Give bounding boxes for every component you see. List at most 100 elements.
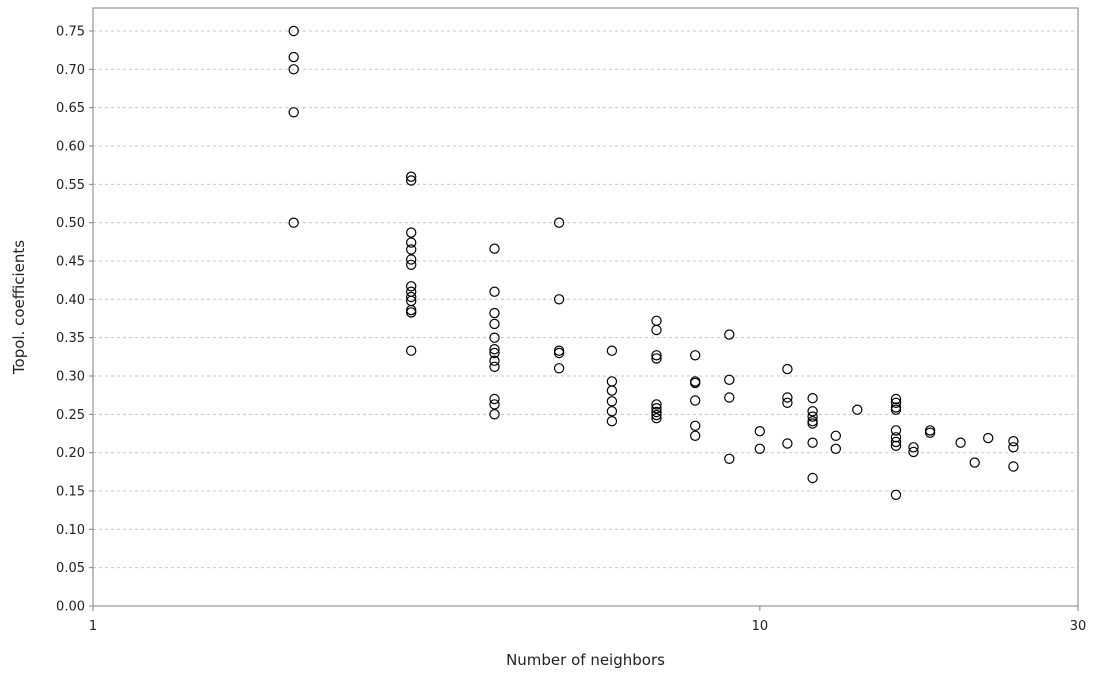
data-point xyxy=(489,399,500,410)
data-point xyxy=(754,443,766,454)
data-point xyxy=(807,406,818,417)
data-point xyxy=(489,332,500,343)
data-point xyxy=(489,318,500,330)
data-point xyxy=(406,237,417,248)
y-tick-label: 0.55 xyxy=(56,178,85,193)
data-point xyxy=(924,427,936,438)
data-points xyxy=(288,25,1019,500)
data-point xyxy=(553,217,565,228)
data-point xyxy=(651,353,662,364)
x-tick-label: 1 xyxy=(89,619,97,634)
data-point xyxy=(890,436,902,448)
data-point xyxy=(489,361,500,372)
x-axis: 1 10 30 xyxy=(89,606,1086,634)
y-tick-label: 0.20 xyxy=(56,446,85,461)
data-point xyxy=(288,64,299,75)
data-point xyxy=(690,420,701,431)
data-point xyxy=(830,430,842,441)
data-point xyxy=(890,432,902,443)
data-point xyxy=(690,430,701,441)
x-axis-title: Number of neighbors xyxy=(506,651,665,669)
data-point xyxy=(606,345,618,356)
data-point xyxy=(651,406,662,418)
data-point xyxy=(724,453,735,464)
y-tick-label: 0.35 xyxy=(56,331,85,346)
data-point xyxy=(690,395,701,406)
data-point xyxy=(890,489,902,500)
y-tick-label: 0.70 xyxy=(56,63,85,78)
data-point xyxy=(651,399,662,410)
data-point xyxy=(489,393,500,405)
data-point xyxy=(489,347,500,359)
data-point xyxy=(489,344,500,355)
data-point xyxy=(969,457,980,468)
data-point xyxy=(406,281,417,292)
data-point xyxy=(406,244,417,255)
data-point xyxy=(651,413,662,424)
x-tick-label: 10 xyxy=(752,619,769,634)
data-point xyxy=(288,107,299,118)
y-tick-label: 0.05 xyxy=(56,561,85,576)
y-tick-label: 0.60 xyxy=(56,140,85,155)
y-tick-label: 0.50 xyxy=(56,216,85,231)
data-point xyxy=(489,243,500,254)
data-point xyxy=(606,416,618,427)
data-point xyxy=(890,393,902,405)
data-point xyxy=(489,355,500,366)
grid-lines xyxy=(93,30,1078,569)
y-tick-label: 0.40 xyxy=(56,293,85,308)
data-point xyxy=(1008,436,1019,447)
data-point xyxy=(782,392,793,403)
data-point xyxy=(807,411,818,422)
data-point xyxy=(651,409,662,421)
data-point xyxy=(651,403,662,414)
y-tick-label: 0.45 xyxy=(56,255,85,270)
data-point xyxy=(553,294,565,305)
data-point xyxy=(830,443,842,454)
data-point xyxy=(406,345,417,356)
data-point xyxy=(807,393,818,404)
data-point xyxy=(489,286,500,297)
data-point xyxy=(489,307,500,319)
data-point xyxy=(690,377,701,389)
data-point xyxy=(651,324,662,336)
data-point xyxy=(606,396,618,407)
data-point xyxy=(288,51,299,63)
data-point xyxy=(908,442,919,453)
data-point xyxy=(782,397,793,408)
data-point xyxy=(553,347,565,359)
data-point xyxy=(606,385,618,396)
y-axis-title: Topol. coefficients xyxy=(10,240,28,375)
y-tick-label: 0.00 xyxy=(56,600,85,615)
x-tick-label: 30 xyxy=(1070,619,1087,634)
data-point xyxy=(724,374,735,385)
data-point xyxy=(1008,461,1019,472)
data-point xyxy=(807,472,818,484)
data-point xyxy=(955,437,966,448)
y-tick-label: 0.30 xyxy=(56,370,85,385)
data-point xyxy=(807,418,818,429)
data-point xyxy=(651,350,662,361)
data-point xyxy=(406,307,417,318)
y-tick-label: 0.75 xyxy=(56,25,85,40)
data-point xyxy=(983,432,994,444)
data-point xyxy=(690,350,701,361)
data-point xyxy=(406,171,417,182)
data-point xyxy=(406,175,417,186)
data-point xyxy=(908,446,919,458)
y-tick-label: 0.10 xyxy=(56,523,85,538)
data-point xyxy=(406,291,417,303)
plot-area xyxy=(92,7,1079,607)
data-point xyxy=(782,438,793,449)
y-tick-label: 0.25 xyxy=(56,408,85,423)
data-point xyxy=(890,404,902,415)
data-point xyxy=(406,259,417,270)
data-point xyxy=(489,409,500,420)
data-point xyxy=(754,426,766,437)
data-point xyxy=(890,425,902,436)
data-point xyxy=(606,406,618,417)
data-point xyxy=(890,397,902,408)
y-axis: 0.00 0.05 0.10 0.15 0.20 0.25 0.30 0.35 0.40 0.45… xyxy=(56,25,93,615)
